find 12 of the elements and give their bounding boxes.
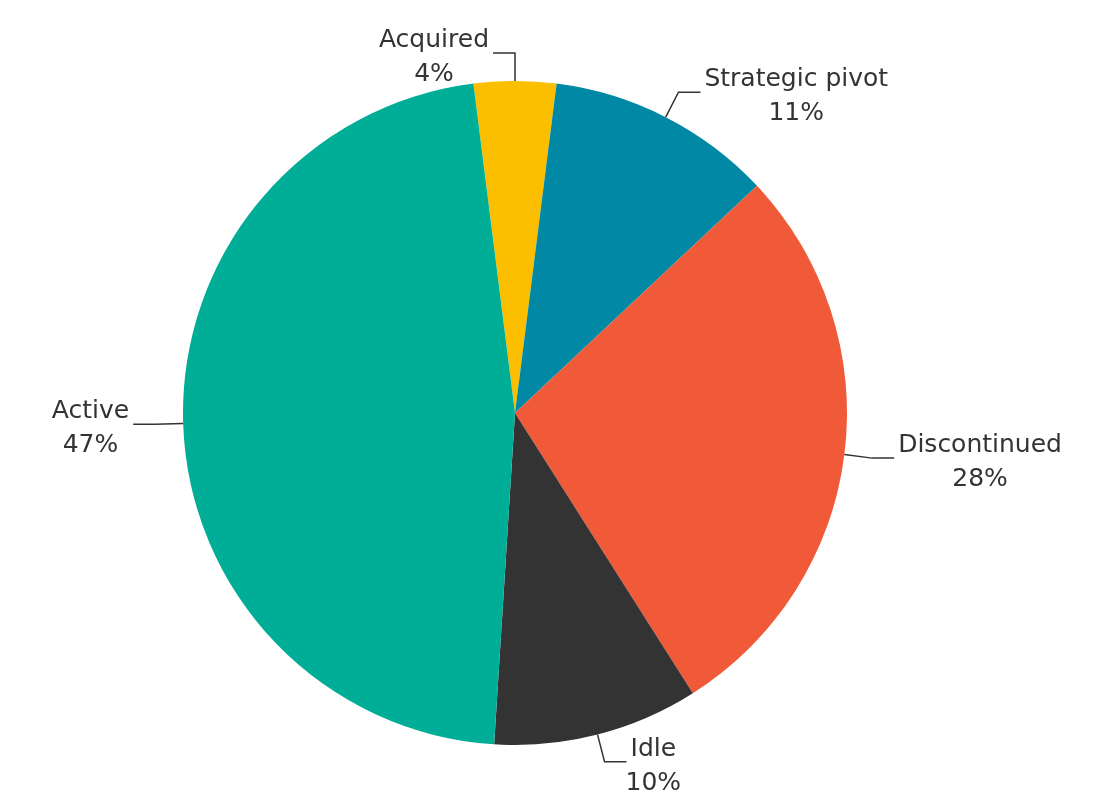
data-label: 47% xyxy=(62,429,119,459)
slice-label: Acquired xyxy=(378,24,489,53)
data-label: 28% xyxy=(952,463,1008,493)
slice-label: Discontinued xyxy=(898,429,1062,459)
pie-slice xyxy=(183,83,515,745)
slice-label: Idle xyxy=(630,732,677,762)
pie-slice xyxy=(515,185,847,694)
data-label: 11% xyxy=(768,97,825,127)
slice-label: Strategic pivot xyxy=(704,63,889,93)
slice-label: Active xyxy=(51,395,130,425)
data-label: 4% xyxy=(414,58,454,87)
data-label: 10% xyxy=(625,766,682,796)
